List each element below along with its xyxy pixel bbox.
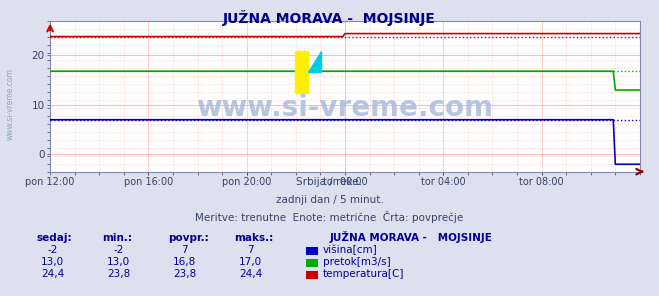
Text: 24,4: 24,4 <box>41 269 65 279</box>
Text: 23,8: 23,8 <box>107 269 130 279</box>
Text: 17,0: 17,0 <box>239 257 262 267</box>
Text: 7: 7 <box>247 245 254 255</box>
Text: 13,0: 13,0 <box>107 257 130 267</box>
Text: povpr.:: povpr.: <box>168 233 209 243</box>
Text: www.si-vreme.com: www.si-vreme.com <box>5 68 14 139</box>
Text: sedaj:: sedaj: <box>36 233 72 243</box>
Text: 7: 7 <box>181 245 188 255</box>
Text: Meritve: trenutne  Enote: metrične  Črta: povprečje: Meritve: trenutne Enote: metrične Črta: … <box>195 210 464 223</box>
Text: pretok[m3/s]: pretok[m3/s] <box>323 257 391 267</box>
Text: 23,8: 23,8 <box>173 269 196 279</box>
Text: Srbija / reke.: Srbija / reke. <box>297 177 362 187</box>
Text: www.si-vreme.com: www.si-vreme.com <box>196 94 494 122</box>
Text: JUŽNA MORAVA -  MOJSINJE: JUŽNA MORAVA - MOJSINJE <box>223 10 436 26</box>
Bar <box>295 51 308 93</box>
Text: -2: -2 <box>47 245 58 255</box>
Text: -2: -2 <box>113 245 124 255</box>
Text: višina[cm]: višina[cm] <box>323 245 378 255</box>
Text: 16,8: 16,8 <box>173 257 196 267</box>
Text: zadnji dan / 5 minut.: zadnji dan / 5 minut. <box>275 195 384 205</box>
Text: temperatura[C]: temperatura[C] <box>323 269 405 279</box>
Polygon shape <box>308 51 321 72</box>
Text: 24,4: 24,4 <box>239 269 262 279</box>
Text: JUŽNA MORAVA -   MOJSINJE: JUŽNA MORAVA - MOJSINJE <box>330 231 492 243</box>
Text: 13,0: 13,0 <box>41 257 65 267</box>
Text: maks.:: maks.: <box>234 233 273 243</box>
Text: min.:: min.: <box>102 233 132 243</box>
